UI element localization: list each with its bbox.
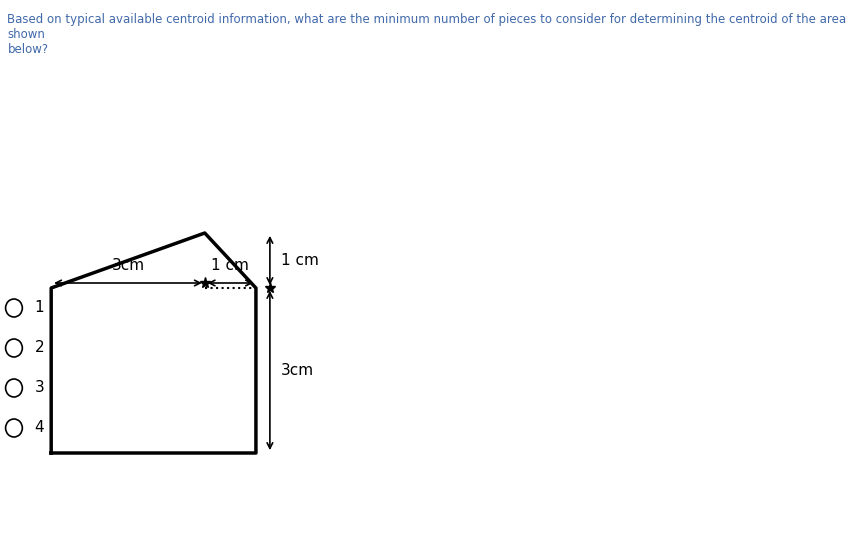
Text: 1 cm: 1 cm bbox=[211, 258, 250, 273]
Text: 3cm: 3cm bbox=[112, 258, 144, 273]
Text: 3: 3 bbox=[34, 381, 44, 395]
Text: 1: 1 bbox=[34, 300, 44, 315]
Text: 4: 4 bbox=[34, 420, 44, 435]
Text: 1 cm: 1 cm bbox=[281, 253, 319, 268]
Text: Based on typical available centroid information, what are the minimum number of : Based on typical available centroid info… bbox=[8, 13, 847, 56]
Text: 3cm: 3cm bbox=[281, 363, 314, 378]
Text: 2: 2 bbox=[34, 340, 44, 356]
